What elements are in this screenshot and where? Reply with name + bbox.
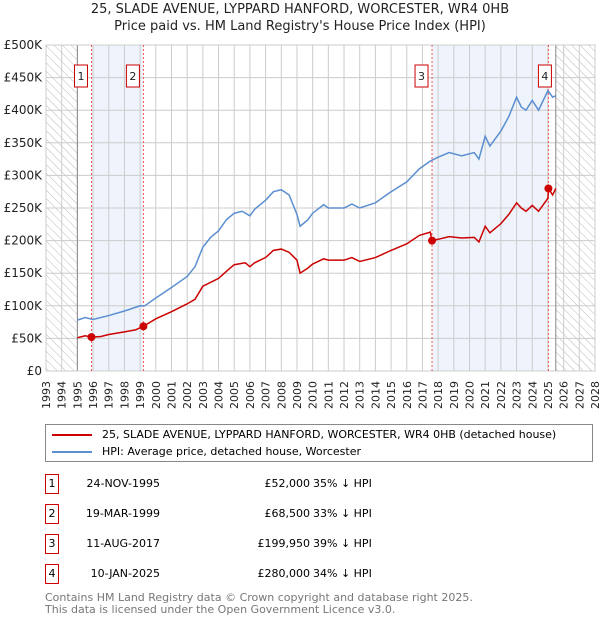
sale-date: 11-AUG-2017 xyxy=(86,537,160,550)
legend-label-hpi: HPI: Average price, detached house, Worc… xyxy=(102,445,362,458)
sale-point xyxy=(139,322,148,331)
x-tick-label: 2012 xyxy=(338,381,351,409)
property-price-line xyxy=(77,186,557,339)
x-tick-label: 2013 xyxy=(354,381,367,409)
x-tick-label: 2025 xyxy=(542,381,555,409)
sale-row: 4 10-JAN-2025 £280,000 34% ↓ HPI xyxy=(45,564,445,584)
x-tick-label: 2011 xyxy=(322,381,335,409)
sale-date: 24-NOV-1995 xyxy=(86,477,160,490)
sale-label-box: 4 xyxy=(537,64,552,88)
sale-price: £280,000 xyxy=(257,567,311,580)
x-tick-label: 2021 xyxy=(479,381,492,409)
sale-label-border xyxy=(73,64,88,88)
y-tick-label: £50K xyxy=(11,331,43,345)
y-tick-label: £150K xyxy=(4,266,44,280)
sale-label-border xyxy=(125,64,140,88)
chart-title: 25, SLADE AVENUE, LYPPARD HANFORD, WORCE… xyxy=(90,2,510,17)
hpi-line xyxy=(77,89,557,321)
sale-row: 3 11-AUG-2017 £199,950 39% ↓ HPI xyxy=(45,534,445,554)
footer-line2: This data is licensed under the Open Gov… xyxy=(45,603,396,616)
x-tick-label: 2009 xyxy=(291,381,304,409)
x-tick-label: 2015 xyxy=(385,381,398,409)
y-tick-label: £300K xyxy=(4,168,44,182)
sale-label-border xyxy=(537,64,552,88)
y-tick-label: £450K xyxy=(4,71,44,85)
x-tick-label: 2006 xyxy=(244,381,257,409)
sale-label-box: 2 xyxy=(125,64,140,88)
sale-badge: 4 xyxy=(45,564,59,584)
x-tick-label: 2018 xyxy=(432,381,445,409)
sale-price: £68,500 xyxy=(264,507,311,520)
sale-hpi-diff: 33% ↓ HPI xyxy=(313,507,372,520)
sale-label-box: 1 xyxy=(73,64,88,88)
sale-label-box: 3 xyxy=(414,64,429,88)
x-tick-label: 2020 xyxy=(464,381,477,409)
sale-date: 19-MAR-1999 xyxy=(85,507,160,520)
sale-label-border xyxy=(414,64,429,88)
x-tick-label: 2010 xyxy=(307,381,320,409)
sale-date: 10-JAN-2025 xyxy=(90,567,160,580)
sale-label-number: 1 xyxy=(77,70,84,83)
y-tick-label: £100K xyxy=(4,299,44,313)
x-tick-label: 1999 xyxy=(134,381,147,409)
sale-price: £199,950 xyxy=(257,537,311,550)
sale-label-number: 4 xyxy=(541,70,548,83)
y-tick-label: £200K xyxy=(4,234,44,248)
x-tick-label: 1993 xyxy=(40,381,53,409)
sale-point xyxy=(428,236,437,245)
x-tick-label: 1998 xyxy=(118,381,131,409)
plot-border xyxy=(45,44,596,372)
x-tick-label: 2014 xyxy=(369,381,382,409)
sale-point xyxy=(544,184,553,193)
chart-plot: 1993 1994 1995 1996 1997 1998 1999 2000 2001 2002… xyxy=(4,38,600,409)
x-tick-label: 2007 xyxy=(260,381,273,409)
sale-badge: 3 xyxy=(45,534,59,554)
legend-swatch-hpi xyxy=(52,450,92,453)
sale-hpi-diff: 39% ↓ HPI xyxy=(313,537,372,550)
sale-hpi-diff: 34% ↓ HPI xyxy=(313,567,372,580)
x-tick-label: 2016 xyxy=(401,381,414,409)
x-tick-label: 2002 xyxy=(181,381,194,409)
x-tick-label: 2004 xyxy=(213,381,226,409)
sale-label-number: 3 xyxy=(418,70,425,83)
footer-line1: Contains HM Land Registry data © Crown c… xyxy=(45,591,473,604)
x-tick-label: 2001 xyxy=(165,381,178,409)
x-tick-label: 2022 xyxy=(495,381,508,409)
sale-label-number: 2 xyxy=(129,70,136,83)
x-tick-label: 2019 xyxy=(448,381,461,409)
legend: 25, SLADE AVENUE, LYPPARD HANFORD, WORCE… xyxy=(45,424,593,462)
x-tick-label: 2028 xyxy=(589,381,600,409)
x-tick-label: 2000 xyxy=(150,381,163,409)
y-tick-label: £400K xyxy=(4,103,44,117)
sale-badge: 2 xyxy=(45,504,59,524)
sale-price: £52,000 xyxy=(264,477,311,490)
sale-badge: 1 xyxy=(45,474,59,494)
x-tick-label: 2024 xyxy=(526,381,539,409)
y-tick-label: £250K xyxy=(4,201,44,215)
chart-subtitle: Price paid vs. HM Land Registry's House … xyxy=(114,19,486,34)
sale-row: 2 19-MAR-1999 £68,500 33% ↓ HPI xyxy=(45,504,445,524)
footer: Contains HM Land Registry data © Crown c… xyxy=(45,592,473,616)
legend-label-property: 25, SLADE AVENUE, LYPPARD HANFORD, WORCE… xyxy=(102,428,557,441)
x-tick-label: 2003 xyxy=(197,381,210,409)
x-tick-label: 2023 xyxy=(511,381,524,409)
y-tick-label: £500K xyxy=(4,38,44,52)
x-tick-label: 1997 xyxy=(103,381,116,409)
x-tick-label: 2026 xyxy=(558,381,571,409)
x-tick-label: 1996 xyxy=(87,381,100,409)
x-tick-label: 1995 xyxy=(71,381,84,409)
x-tick-label: 2005 xyxy=(228,381,241,409)
legend-swatch-property xyxy=(52,433,92,436)
sale-hpi-diff: 35% ↓ HPI xyxy=(313,477,372,490)
x-tick-label: 2017 xyxy=(416,381,429,409)
y-tick-label: £350K xyxy=(4,136,44,150)
x-tick-label: 2008 xyxy=(275,381,288,409)
x-tick-label: 1994 xyxy=(56,381,69,409)
x-tick-label: 2027 xyxy=(573,381,586,409)
sale-point xyxy=(87,333,96,342)
sale-row: 1 24-NOV-1995 £52,000 35% ↓ HPI xyxy=(45,474,445,494)
y-tick-label: £0 xyxy=(27,364,42,378)
